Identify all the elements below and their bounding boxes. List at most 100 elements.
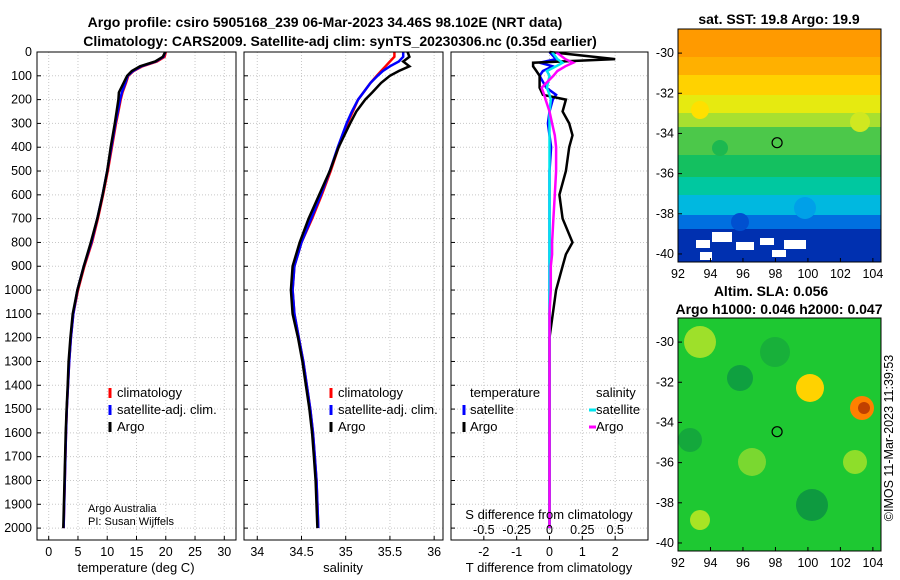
x-tick-label: -2: [478, 545, 489, 559]
map-x-tick-label: 104: [862, 556, 883, 570]
sla-patch: [858, 402, 870, 414]
s-tick-label: 0.5: [606, 523, 623, 537]
temperature-panel: 0100200300400500600700800900100011001200…: [4, 45, 237, 575]
y-tick-label: 1500: [4, 402, 32, 416]
x-tick-label: 10: [100, 545, 114, 559]
x-tick-label: 20: [159, 545, 173, 559]
map-y-tick-label: -34: [656, 126, 674, 140]
y-tick-label: 1000: [4, 283, 32, 297]
y-tick-label: 800: [11, 235, 32, 249]
sst-missing-data: [712, 232, 732, 242]
sla-patch: [727, 365, 753, 391]
temperature-lines: [62, 51, 168, 529]
map-x-tick-label: 92: [671, 267, 685, 281]
legend-label-t-argo: Argo: [470, 419, 497, 434]
y-tick-label: 1400: [4, 378, 32, 392]
y-tick-label: 1300: [4, 354, 32, 368]
salinity-lines: [289, 51, 412, 529]
map-y-tick-label: -40: [656, 536, 674, 550]
map-y-tick-label: -34: [656, 415, 674, 429]
sla-map-panel: Altim. SLA: 0.056 Argo h1000: 0.046 h200…: [656, 283, 883, 570]
sla-map-title-line2: Argo h1000: 0.046 h2000: 0.047: [675, 301, 882, 317]
y-tick-label: 1600: [4, 426, 32, 440]
sst-map-panel: sat. SST: 19.8 Argo: 19.9: [656, 11, 883, 281]
figure-title-line2: Climatology: CARS2009. Satellite-adj cli…: [83, 33, 597, 49]
sst-missing-data: [700, 252, 712, 260]
sla-patch: [690, 510, 710, 530]
y-tick-label: 500: [11, 164, 32, 178]
y-tick-label: 1900: [4, 497, 32, 511]
figure-title-line1: Argo profile: csiro 5905168_239 06-Mar-2…: [88, 14, 563, 30]
sla-map-frame: [677, 317, 882, 552]
sst-missing-data: [760, 238, 774, 245]
t-difference-xlabel: T difference from climatology: [466, 560, 633, 575]
salinity-ticks: 34 34.5 35 35.5 36: [244, 51, 441, 559]
y-tick-label: 900: [11, 259, 32, 273]
sla-patch: [796, 374, 824, 402]
y-tick-label: 0: [25, 45, 32, 59]
y-tick-label: 300: [11, 116, 32, 130]
legend-label-satellite-adj: satellite-adj. clim.: [117, 402, 217, 417]
map-x-tick-label: 96: [736, 267, 750, 281]
map-y-tick-label: -32: [656, 86, 674, 100]
map-x-tick-label: 102: [830, 556, 851, 570]
legend-title-temperature: temperature: [470, 385, 540, 400]
map-x-tick-label: 100: [797, 267, 818, 281]
salinity-panel: 34 34.5 35 35.5 36 salinity climatology sate…: [243, 51, 444, 575]
map-y-tick-label: -38: [656, 496, 674, 510]
sst-argo-location-marker: [771, 137, 783, 149]
s-diff-line-argo: [540, 51, 577, 529]
salinity-xlabel: salinity: [323, 560, 363, 575]
sst-field: [678, 29, 881, 262]
difference-panel: -2 -1 0 1 2 S difference from climatology -0…: [450, 50, 649, 575]
temperature-xlabel: temperature (deg C): [77, 560, 194, 575]
temperature-ticks: 0100200300400500600700800900100011001200…: [4, 45, 231, 559]
sst-missing-data: [696, 240, 710, 248]
map-y-tick-label: -36: [656, 456, 674, 470]
s-tick-label: 0: [546, 523, 553, 537]
salinity-grid: [244, 51, 443, 540]
x-tick-label: -1: [511, 545, 522, 559]
x-tick-label: 0: [546, 545, 553, 559]
x-tick-label: 36: [427, 545, 441, 559]
salinity-axes-frame: [243, 51, 444, 541]
salinity-line-argo: [289, 51, 412, 529]
map-x-tick-label: 94: [704, 556, 718, 570]
legend-label-argo: Argo: [338, 419, 365, 434]
map-x-tick-label: 98: [768, 267, 782, 281]
sla-patch: [843, 450, 867, 474]
temperature-legend: climatology satellite-adj. clim. Argo: [108, 385, 217, 434]
y-tick-label: 700: [11, 212, 32, 226]
s-tick-label: -0.5: [473, 523, 495, 537]
map-x-tick-label: 104: [862, 267, 883, 281]
x-tick-label: 25: [188, 545, 202, 559]
map-x-tick-label: 96: [736, 556, 750, 570]
legend-label-t-satellite: satellite: [470, 402, 514, 417]
y-tick-label: 1100: [5, 307, 32, 321]
credit-line1: Argo Australia: [88, 503, 157, 515]
map-y-tick-label: -30: [656, 46, 674, 60]
sla-map-ticks: 92 94 96 98 100 102 104 -30 -32 -34 -36 -38 -40: [656, 335, 883, 570]
x-tick-label: 30: [217, 545, 231, 559]
temperature-grid: [37, 51, 236, 540]
y-tick-label: 200: [11, 93, 32, 107]
sst-patch: [794, 197, 816, 219]
x-tick-label: 2: [612, 545, 619, 559]
sst-patch: [712, 140, 728, 156]
s-difference-ticks: -0.5 -0.25 0 0.25 0.5: [473, 523, 624, 537]
x-tick-label: 34.5: [289, 545, 313, 559]
sst-missing-data: [772, 250, 786, 257]
credit-line2: PI: Susan Wijffels: [88, 516, 174, 528]
x-tick-label: 5: [74, 545, 81, 559]
s-difference-xlabel: S difference from climatology: [465, 507, 633, 522]
sst-missing-data: [784, 240, 806, 249]
temperature-line-argo: [62, 51, 167, 529]
y-tick-label: 1800: [4, 473, 32, 487]
sst-patch: [731, 213, 749, 231]
y-tick-label: 1700: [4, 450, 32, 464]
map-y-tick-label: -38: [656, 207, 674, 221]
s-tick-label: 0.25: [570, 523, 594, 537]
s-tick-label: -0.25: [502, 523, 531, 537]
sst-patch: [691, 101, 709, 119]
